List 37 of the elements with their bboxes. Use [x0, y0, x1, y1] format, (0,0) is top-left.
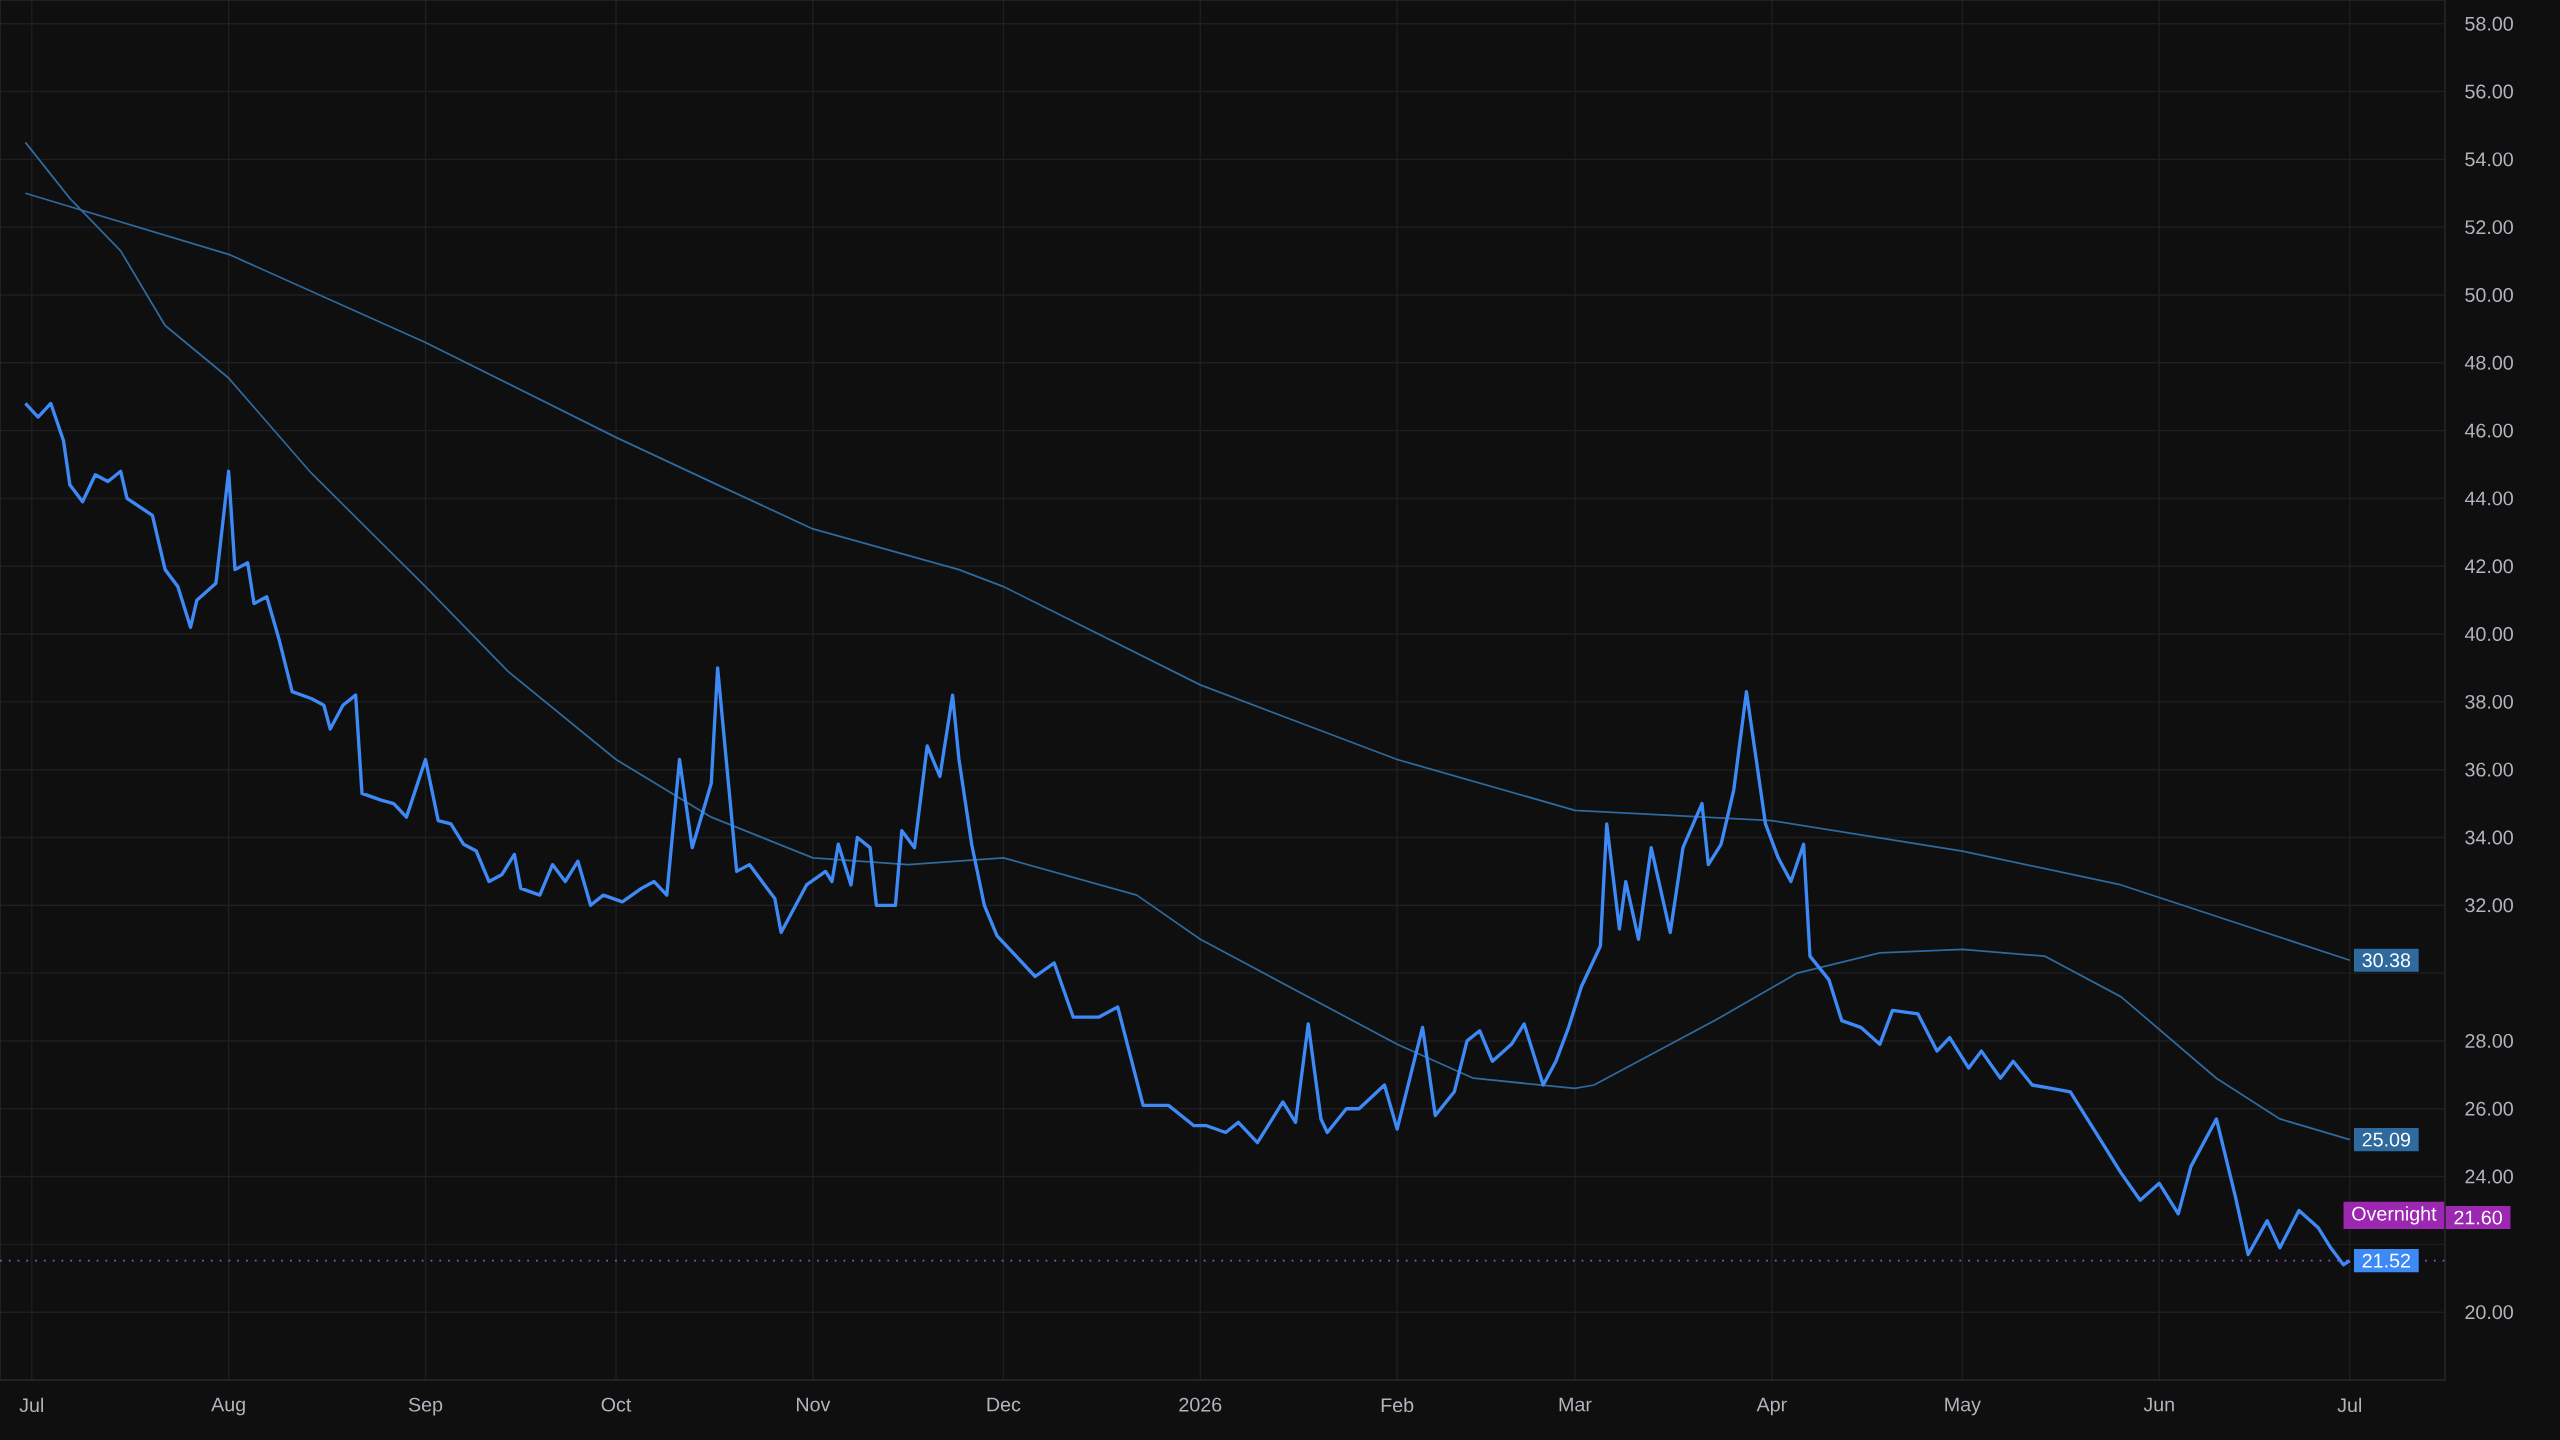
- y-tick-label: 44.00: [2464, 491, 2513, 506]
- y-tick-label: 54.00: [2465, 152, 2513, 167]
- y-tick-label: 48.00: [2464, 355, 2513, 370]
- y-tick-label: 28.00: [2465, 1033, 2513, 1048]
- y-tick-label: 40.00: [2464, 627, 2513, 641]
- x-tick-label: 2026: [1179, 1397, 1222, 1412]
- x-tick-label: Dec: [987, 1397, 1021, 1412]
- x-tick-label: Feb: [1381, 1397, 1414, 1413]
- y-tick-label: 50.00: [2465, 288, 2513, 302]
- y-tick-label: 20.00: [2465, 1305, 2513, 1320]
- y-tick-label: 38.00: [2465, 694, 2513, 709]
- data-label: 25.09: [2362, 1132, 2411, 1147]
- y-tick-label: 52.00: [2465, 220, 2513, 235]
- x-tick-label: Jul: [19, 1397, 43, 1413]
- x-tick-label: Oct: [601, 1397, 632, 1412]
- data-label: 21.52: [2362, 1253, 2410, 1268]
- y-tick-label: 42.00: [2464, 559, 2513, 574]
- y-tick-label: 34.00: [2465, 830, 2513, 845]
- x-tick-label: Mar: [1559, 1397, 1592, 1412]
- x-tick-label: Nov: [796, 1397, 831, 1412]
- y-tick-label: 58.00: [2465, 16, 2513, 31]
- x-tick-label: May: [1945, 1397, 1981, 1416]
- y-tick-label: 36.00: [2465, 762, 2513, 777]
- y-tick-label: 26.00: [2465, 1101, 2513, 1116]
- x-tick-label: Aug: [211, 1397, 245, 1416]
- annotation: Overnight: [2352, 1206, 2437, 1225]
- y-tick-label: 24.00: [2465, 1169, 2513, 1184]
- x-tick-label: Jul: [2337, 1397, 2361, 1413]
- x-tick-label: Apr: [1756, 1397, 1787, 1416]
- y-tick-label: 32.00: [2465, 898, 2513, 913]
- y-tick-label: 56.00: [2465, 84, 2513, 99]
- x-tick-label: Jun: [2143, 1397, 2174, 1412]
- x-tick-label: Sep: [408, 1397, 443, 1416]
- annotation: 21.60: [2454, 1210, 2502, 1225]
- data-label: 30.38: [2362, 953, 2411, 968]
- y-tick-label: 46.00: [2464, 423, 2513, 438]
- line-series: [24, 141, 2351, 1141]
